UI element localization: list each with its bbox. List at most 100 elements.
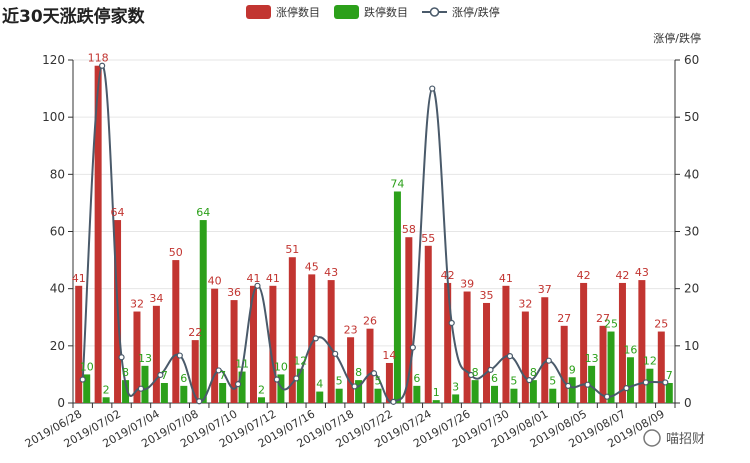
data-label-limit-up: 40 [208,275,222,288]
bar-limit-up [405,237,413,403]
ratio-point [254,282,261,289]
data-label-limit-down: 5 [336,375,343,388]
data-label-limit-up: 42 [441,269,455,282]
ratio-point [157,371,164,379]
data-label-limit-up: 14 [382,349,396,362]
data-label-limit-up: 25 [654,318,668,331]
ratio-point [409,344,416,351]
data-label-limit-up: 55 [421,232,435,245]
bar-limit-up [152,305,160,403]
data-label-limit-down: 74 [390,177,404,190]
bar-limit-down [355,380,363,403]
bar-limit-up [366,328,374,403]
ratio-point [526,377,533,384]
legend-item[interactable]: 跌停数目 [334,5,408,19]
bar-limit-down [238,371,246,403]
bar-limit-up [269,285,277,403]
y-left-tick-label: 120 [42,53,65,67]
bar-limit-down [393,191,401,403]
y-left-tick-label: 60 [50,225,65,239]
legend-label: 涨停/跌停 [452,5,500,19]
data-label-limit-down: 8 [472,366,479,379]
bar-limit-down [607,331,615,403]
ratio-point [448,319,455,327]
data-label-limit-down: 16 [623,343,637,356]
bar-limit-up [521,311,529,403]
bar-limit-up [172,260,180,403]
data-label-limit-up: 39 [460,278,474,291]
bar-limit-up [580,282,588,403]
bar-limit-down [199,220,207,403]
data-label-limit-down: 4 [316,378,323,391]
data-label-limit-up: 51 [285,243,299,256]
bar-limit-down [122,380,130,403]
bar-series [75,65,673,403]
data-label-limit-down: 3 [452,380,459,393]
ratio-line [81,64,666,404]
bar-limit-down [588,365,596,403]
data-label-limit-down: 7 [666,369,673,382]
line-series [79,62,669,405]
bar-limit-up [327,280,335,403]
bar-limit-up [94,65,102,403]
bar-limit-down [452,394,460,403]
grid-lines [73,59,675,347]
ratio-point [603,393,611,400]
ratio-point [234,381,242,388]
legend-label: 涨停数目 [276,5,320,19]
data-label-limit-down: 64 [196,206,210,219]
data-label-limit-down: 8 [530,366,537,379]
bar-limit-down [316,391,324,403]
y-right-tick-label: 30 [684,225,699,239]
data-label-limit-down: 13 [585,352,599,365]
y-left-tick-label: 100 [42,110,65,124]
ratio-point [642,379,649,386]
ratio-point [351,383,358,390]
y-right-tick-label: 40 [684,167,699,181]
bar-limit-down [160,382,168,403]
bar-limit-up [288,257,296,403]
y-left-tick-label: 80 [50,167,65,181]
bar-limit-up [230,300,238,403]
data-label-limit-up: 34 [149,292,163,305]
data-label-limit-up: 35 [480,289,494,302]
ratio-point [390,398,397,405]
bar-limit-up [502,285,510,403]
y-right-tick-label: 0 [684,396,692,410]
data-label-limit-down: 6 [180,372,187,385]
ratio-point [293,375,300,382]
legend-label: 跌停数目 [364,5,408,19]
bar-limit-down [83,374,91,403]
data-label-limit-up: 45 [305,260,319,273]
bar-limit-up [385,362,393,403]
bar-limit-down [665,382,673,403]
ratio-point [99,62,106,69]
bar-limit-down [549,388,557,403]
data-label-limit-down: 6 [491,372,498,385]
data-label-limit-down: 1 [433,386,440,399]
bar-limit-up [463,291,471,403]
data-label-limit-down: 7 [219,369,226,382]
legend-item[interactable]: 涨停/跌停 [422,5,500,19]
ratio-point [176,352,183,359]
ratio-point [312,335,319,342]
data-label-limit-down: 8 [122,366,129,379]
legend-item[interactable]: 涨停数目 [246,5,320,19]
bar-limit-up [560,325,568,403]
bar-limit-down [219,382,227,403]
ratio-point [215,367,222,374]
ratio-point [196,398,203,405]
legend-swatch [246,5,271,19]
ratio-point [429,85,436,92]
y-right-tick-label: 60 [684,53,699,67]
bar-limit-up [483,302,491,403]
bar-limit-down [413,385,421,403]
y-left-tick-label: 40 [50,282,65,296]
data-label-limit-up: 43 [324,266,338,279]
bar-limit-down [102,397,110,403]
data-label-limit-down: 25 [604,318,618,331]
data-label-limit-up: 37 [538,283,552,296]
legend-swatch-point [429,7,440,17]
